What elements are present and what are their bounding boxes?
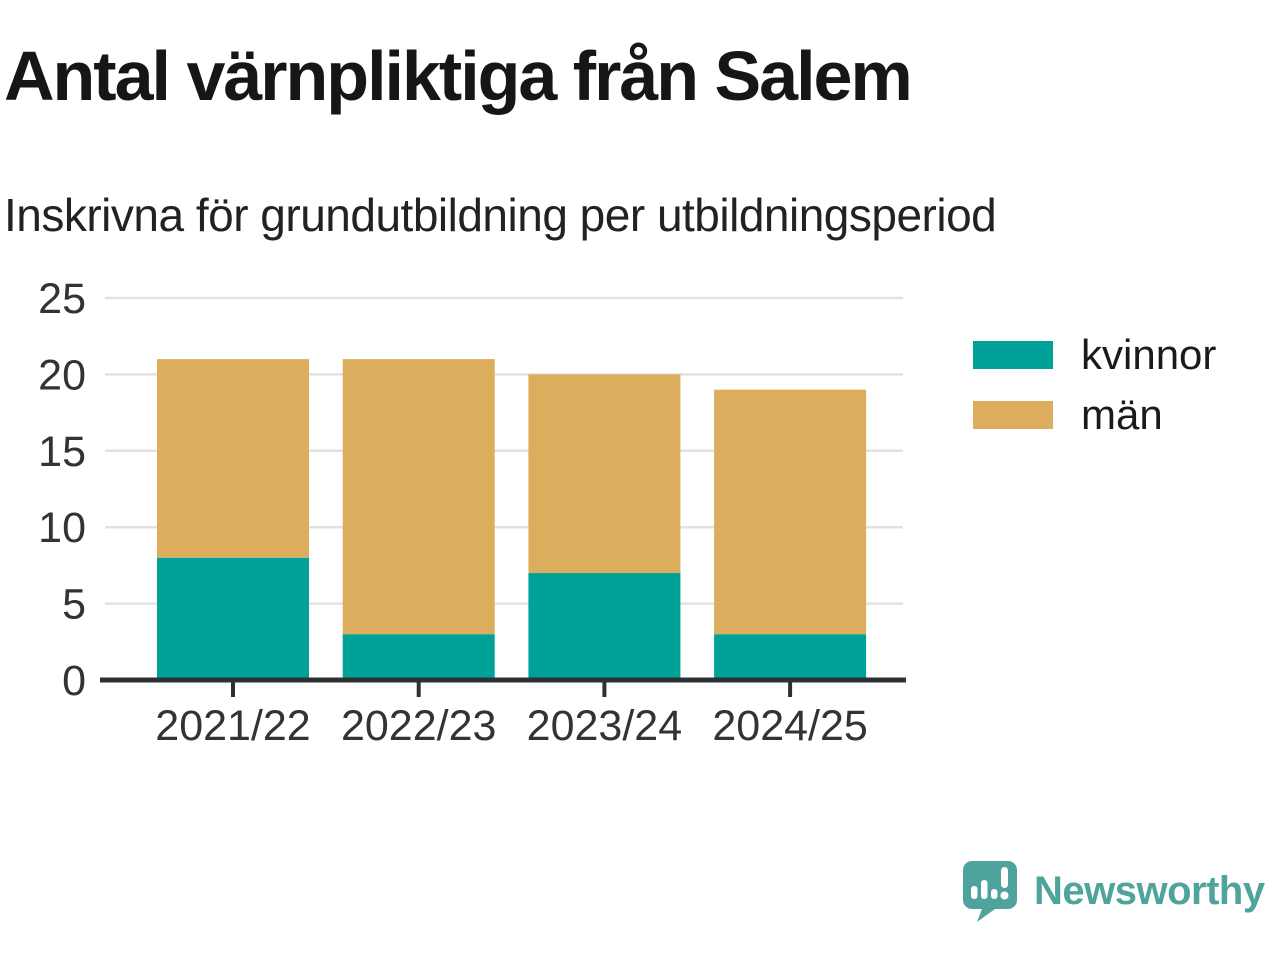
legend-swatch-man [973, 401, 1053, 429]
legend: kvinnor män [973, 334, 1216, 461]
newsworthy-logo: Newsworthy [962, 860, 1265, 923]
legend-label-man: män [1081, 391, 1163, 438]
svg-text:20: 20 [38, 351, 86, 399]
stacked-bar-chart: 2021/22 2022/23 2023/24 2024/25 0 5 10 15 20 25 [38, 275, 906, 750]
svg-text:2024/25: 2024/25 [712, 702, 867, 750]
chart-title: Antal värnpliktiga från Salem [4, 37, 913, 115]
svg-text:5: 5 [62, 581, 86, 629]
legend-item-kvinnor: kvinnor [973, 334, 1216, 376]
legend-swatch-kvinnor [973, 341, 1053, 369]
svg-text:25: 25 [38, 275, 86, 323]
newsworthy-logo-text: Newsworthy [1034, 869, 1265, 913]
svg-text:2021/22: 2021/22 [155, 702, 310, 750]
svg-text:2023/24: 2023/24 [527, 702, 682, 750]
legend-item-man: män [973, 394, 1216, 436]
svg-text:0: 0 [62, 657, 86, 705]
svg-text:15: 15 [38, 428, 86, 476]
chart-subtitle: Inskrivna för grundutbildning per utbild… [4, 189, 997, 241]
svg-text:2022/23: 2022/23 [341, 702, 496, 750]
legend-label-kvinnor: kvinnor [1081, 331, 1217, 378]
svg-text:10: 10 [38, 504, 86, 552]
bar-chart-speech-bubble-icon [963, 861, 1017, 922]
